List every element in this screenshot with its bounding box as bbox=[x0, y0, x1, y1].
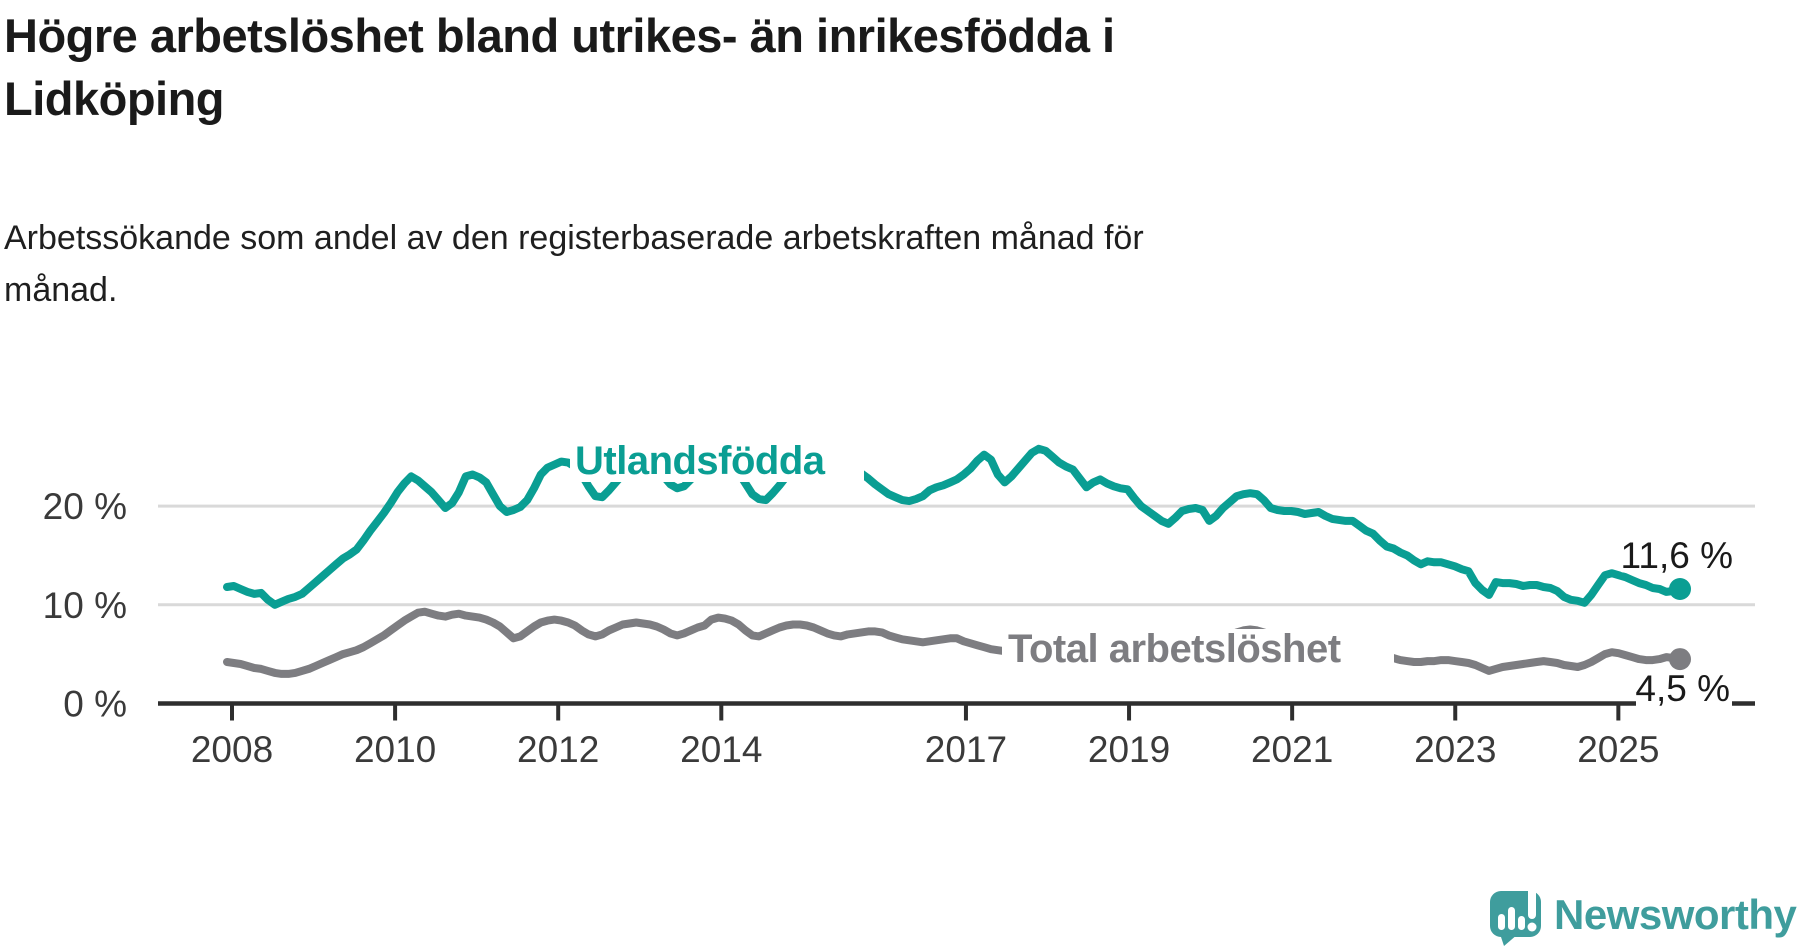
svg-text:20 %: 20 % bbox=[43, 486, 127, 527]
svg-text:2014: 2014 bbox=[680, 729, 762, 770]
newsworthy-logo: Newsworthy bbox=[1487, 883, 1797, 946]
speech-bubble-tail bbox=[1500, 934, 1518, 946]
svg-text:2023: 2023 bbox=[1414, 729, 1496, 770]
svg-text:2021: 2021 bbox=[1251, 729, 1333, 770]
svg-text:2017: 2017 bbox=[925, 729, 1007, 770]
svg-text:2025: 2025 bbox=[1577, 729, 1659, 770]
bar-chart-bar-3 bbox=[1518, 916, 1525, 930]
svg-text:2019: 2019 bbox=[1088, 729, 1170, 770]
svg-text:2008: 2008 bbox=[191, 729, 273, 770]
chart-subtitle: Arbetssökande som andel av den registerb… bbox=[4, 212, 1144, 316]
page-title-line1: Högre arbetslöshet bland utrikes- än inr… bbox=[4, 9, 1115, 62]
svg-text:11,6 %: 11,6 % bbox=[1621, 535, 1733, 576]
svg-text:0 %: 0 % bbox=[63, 684, 127, 725]
page-title: Högre arbetslöshet bland utrikes- än inr… bbox=[4, 4, 1115, 130]
chart-subtitle-line1: Arbetssökande som andel av den registerb… bbox=[4, 219, 1144, 257]
svg-text:4,5 %: 4,5 % bbox=[1635, 668, 1730, 709]
chart-subtitle-line2: månad. bbox=[4, 271, 118, 309]
bar-chart-bar-1 bbox=[1498, 914, 1505, 930]
svg-text:10 %: 10 % bbox=[43, 585, 127, 626]
bar-chart-bar-2 bbox=[1508, 907, 1515, 930]
exclamation-mark-bar bbox=[1528, 885, 1536, 919]
exclamation-mark-dot bbox=[1527, 922, 1537, 932]
svg-text:Utlandsfödda: Utlandsfödda bbox=[575, 439, 826, 483]
svg-text:Total arbetslöshet: Total arbetslöshet bbox=[1008, 627, 1341, 671]
svg-text:2012: 2012 bbox=[517, 729, 599, 770]
svg-text:2010: 2010 bbox=[354, 729, 436, 770]
page-title-line2: Lidköping bbox=[4, 72, 225, 125]
newsworthy-logo-text: Newsworthy bbox=[1554, 890, 1797, 938]
newsworthy-logo-icon bbox=[1490, 885, 1541, 946]
